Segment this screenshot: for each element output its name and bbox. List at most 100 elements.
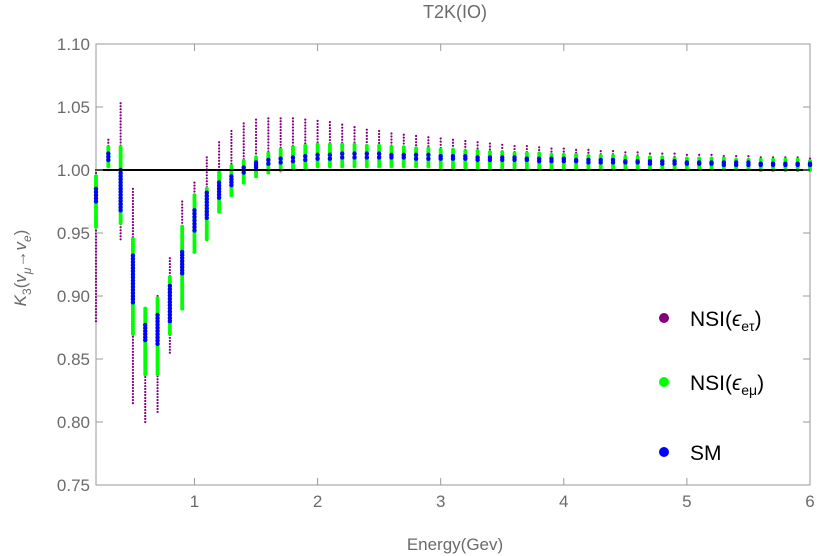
data-point [131,350,135,353]
legend: NSI(ϵeτ) NSI(ϵeμ) SM [659,308,764,465]
data-point [451,165,455,170]
data-point [144,414,147,418]
data-point [266,157,271,163]
data-point [426,156,431,161]
data-point [278,160,283,165]
data-point [353,129,356,132]
point-range [315,152,320,161]
data-point [119,129,122,132]
data-point [328,121,331,124]
data-point [131,344,135,347]
data-point [611,150,615,153]
data-point [205,177,208,180]
data-point [131,335,135,338]
data-point [340,151,345,156]
data-point [130,296,136,302]
data-point [193,190,196,193]
data-point [144,411,147,415]
data-point [181,212,184,215]
point-range [179,249,185,276]
data-point [205,174,208,177]
data-point [179,265,185,270]
data-point [131,347,135,350]
data-point [341,123,344,126]
data-point [279,140,282,143]
data-point [143,331,148,337]
data-point [205,171,208,174]
data-point [130,284,136,289]
data-point [181,215,184,218]
data-point [328,127,331,130]
point-range [327,152,333,161]
point-range [389,152,394,160]
data-point [316,132,319,135]
data-point [304,133,307,136]
data-point [291,129,295,132]
y-tick-label: 0.95 [57,224,90,243]
data-point [327,164,332,169]
data-point [230,147,233,150]
data-point [94,265,98,268]
data-point [94,247,98,250]
data-point [476,144,479,147]
data-point [623,160,628,165]
data-point [156,378,159,381]
data-point [193,181,196,184]
data-point [144,384,147,388]
data-point [130,265,136,271]
data-point [550,150,553,153]
data-point [304,124,307,127]
data-point [376,151,382,156]
data-point [525,144,528,148]
y-axis-title-sub2: e [20,235,34,242]
data-point [218,162,221,165]
data-point [119,117,122,120]
data-point [795,162,800,168]
data-point [291,117,295,120]
data-point [94,253,98,256]
data-point [93,186,99,192]
data-point [365,128,368,131]
data-point [783,162,788,168]
data-point [587,151,590,154]
data-point [131,371,135,375]
point-range [795,161,800,168]
data-point [119,232,122,235]
data-point [242,143,245,146]
data-point [697,161,702,166]
data-point [130,331,135,336]
data-point [131,187,135,190]
y-axis-title-close: ) [11,230,30,236]
data-point [155,322,160,327]
data-point [500,165,505,170]
data-point [156,390,159,393]
point-range [438,153,443,161]
data-point [155,319,160,324]
data-point [427,136,430,139]
legend-label-nsi-etau-close: ) [755,308,762,331]
data-point [414,141,418,144]
data-point [119,132,122,135]
data-point [327,156,333,161]
data-point [341,135,344,138]
point-range [167,283,173,324]
data-point [254,174,259,179]
data-point [167,306,173,311]
data-point [156,294,159,298]
data-point [118,205,123,210]
data-point [722,155,725,158]
data-point [266,161,271,166]
point-range [290,155,296,164]
data-point [378,141,381,145]
data-point [254,121,258,124]
point-range [216,180,222,200]
data-point [131,190,135,194]
data-point [390,138,393,141]
legend-marker-nsi-emu [659,377,669,387]
data-point [376,155,382,160]
data-point [131,196,135,200]
data-point [352,151,357,156]
legend-label-nsi-emu-sub: eμ [741,382,757,398]
data-point [304,118,307,121]
y-tick-label: 1.05 [57,98,90,117]
